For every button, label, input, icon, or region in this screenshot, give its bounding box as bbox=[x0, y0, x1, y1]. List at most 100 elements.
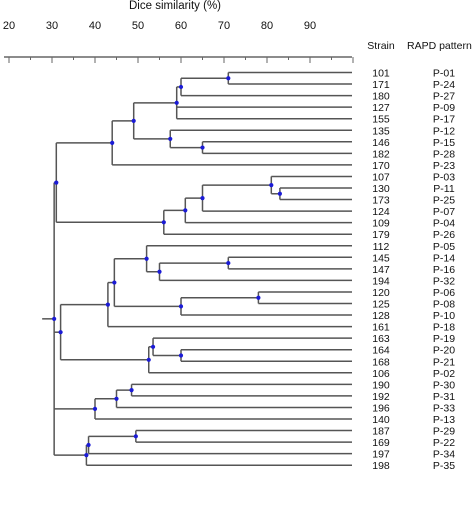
dendrogram-tree bbox=[42, 71, 352, 466]
pattern-label: P-07 bbox=[433, 206, 455, 218]
cluster-node bbox=[226, 260, 231, 266]
cluster-node bbox=[86, 442, 91, 448]
cluster-node bbox=[168, 136, 173, 142]
strain-label: 180 bbox=[372, 91, 390, 103]
cluster-node bbox=[157, 269, 162, 274]
pattern-label: P-11 bbox=[433, 183, 455, 195]
pattern-label: P-28 bbox=[433, 148, 455, 160]
axis-tick-label: 30 bbox=[46, 20, 58, 32]
pattern-label: P-20 bbox=[433, 345, 455, 357]
pattern-label: P-24 bbox=[433, 79, 455, 91]
pattern-label: P-33 bbox=[433, 402, 455, 414]
pattern-label: P-26 bbox=[433, 229, 455, 241]
strain-label: 187 bbox=[372, 426, 390, 438]
pattern-label: P-21 bbox=[433, 356, 455, 368]
pattern-label: P-18 bbox=[433, 322, 455, 334]
strain-label: 190 bbox=[372, 379, 390, 391]
strain-label: 127 bbox=[372, 102, 390, 114]
strain-label: 135 bbox=[372, 125, 390, 137]
cluster-node bbox=[200, 145, 205, 150]
axis-tick-labels: 20 30 40 50 60 70 80 90 bbox=[3, 20, 316, 32]
strain-label: 168 bbox=[372, 356, 390, 368]
strain-label: 109 bbox=[372, 218, 390, 230]
strain-label: 107 bbox=[372, 171, 390, 183]
pattern-label: P-30 bbox=[433, 379, 455, 391]
cluster-node bbox=[178, 304, 184, 309]
axis-ticks bbox=[8, 57, 354, 63]
pattern-label: P-16 bbox=[433, 264, 455, 276]
strain-label: 164 bbox=[372, 345, 390, 357]
pattern-column-header: RAPD pattern bbox=[407, 40, 472, 52]
strain-label: 124 bbox=[372, 206, 390, 218]
cluster-node bbox=[277, 191, 282, 196]
strain-label: 163 bbox=[372, 333, 390, 345]
cluster-node bbox=[131, 118, 136, 123]
strain-column-header: Strain bbox=[367, 40, 395, 52]
dendrogram-nodes bbox=[52, 76, 282, 458]
strain-label: 140 bbox=[372, 414, 390, 426]
pattern-label: P-19 bbox=[433, 333, 455, 345]
strain-label: 182 bbox=[372, 148, 390, 160]
pattern-label: P-29 bbox=[433, 426, 455, 438]
pattern-label: P-35 bbox=[433, 460, 455, 472]
strain-label: 171 bbox=[372, 79, 390, 91]
cluster-node bbox=[105, 302, 110, 307]
cluster-node bbox=[54, 180, 59, 185]
pattern-label: P-01 bbox=[433, 68, 455, 80]
cluster-node bbox=[269, 183, 274, 188]
strain-label: 196 bbox=[372, 402, 390, 414]
strain-label: 125 bbox=[372, 299, 390, 311]
strain-label: 155 bbox=[372, 114, 390, 126]
cluster-node bbox=[178, 353, 184, 358]
cluster-node bbox=[144, 256, 149, 261]
strain-label: 198 bbox=[372, 460, 390, 472]
pattern-label: P-02 bbox=[433, 368, 455, 380]
strain-label: 179 bbox=[372, 229, 390, 241]
cluster-node bbox=[114, 396, 119, 401]
strain-label: 192 bbox=[372, 391, 390, 403]
pattern-label: P-13 bbox=[433, 414, 455, 426]
cluster-node bbox=[112, 280, 117, 285]
strain-label: 106 bbox=[372, 368, 390, 380]
strain-label: 145 bbox=[372, 252, 390, 264]
leaf-labels: 101 P-01 171 P-24 180 P-27 127 P-09 155 P-17 135 P-… bbox=[372, 68, 455, 473]
pattern-label: P-12 bbox=[433, 125, 455, 137]
cluster-node bbox=[110, 140, 115, 145]
pattern-label: P-10 bbox=[433, 310, 455, 322]
cluster-node bbox=[133, 434, 138, 439]
pattern-label: P-14 bbox=[433, 252, 455, 264]
cluster-node bbox=[183, 208, 188, 213]
axis-tick-label: 70 bbox=[218, 20, 230, 32]
strain-label: 169 bbox=[372, 437, 390, 449]
cluster-node bbox=[129, 388, 134, 393]
axis-tick-label: 50 bbox=[132, 20, 144, 32]
pattern-label: P-09 bbox=[433, 102, 455, 114]
pattern-label: P-31 bbox=[433, 391, 455, 403]
axis-tick-label: 80 bbox=[261, 20, 273, 32]
cluster-node bbox=[226, 76, 231, 81]
cluster-node bbox=[256, 295, 261, 300]
cluster-node bbox=[174, 100, 179, 105]
strain-label: 194 bbox=[372, 275, 390, 287]
strain-label: 147 bbox=[372, 264, 390, 276]
strain-label: 130 bbox=[372, 183, 390, 195]
cluster-node bbox=[178, 84, 184, 90]
strain-label: 120 bbox=[372, 287, 390, 299]
cluster-node bbox=[58, 330, 63, 335]
strain-label: 101 bbox=[372, 68, 390, 80]
axis-tick-label: 90 bbox=[304, 20, 316, 32]
axis-tick-label: 60 bbox=[175, 20, 187, 32]
pattern-label: P-05 bbox=[433, 241, 455, 253]
pattern-label: P-27 bbox=[433, 91, 455, 103]
strain-label: 112 bbox=[373, 241, 390, 253]
pattern-label: P-25 bbox=[433, 195, 455, 207]
pattern-label: P-32 bbox=[433, 275, 455, 287]
axis-tick-label: 20 bbox=[3, 20, 15, 32]
strain-label: 128 bbox=[372, 310, 390, 322]
strain-label: 161 bbox=[372, 322, 390, 334]
pattern-label: P-03 bbox=[433, 171, 455, 183]
cluster-node bbox=[52, 316, 57, 321]
axis-tick-label: 40 bbox=[89, 20, 101, 32]
cluster-node bbox=[84, 452, 89, 458]
pattern-label: P-08 bbox=[433, 299, 455, 311]
